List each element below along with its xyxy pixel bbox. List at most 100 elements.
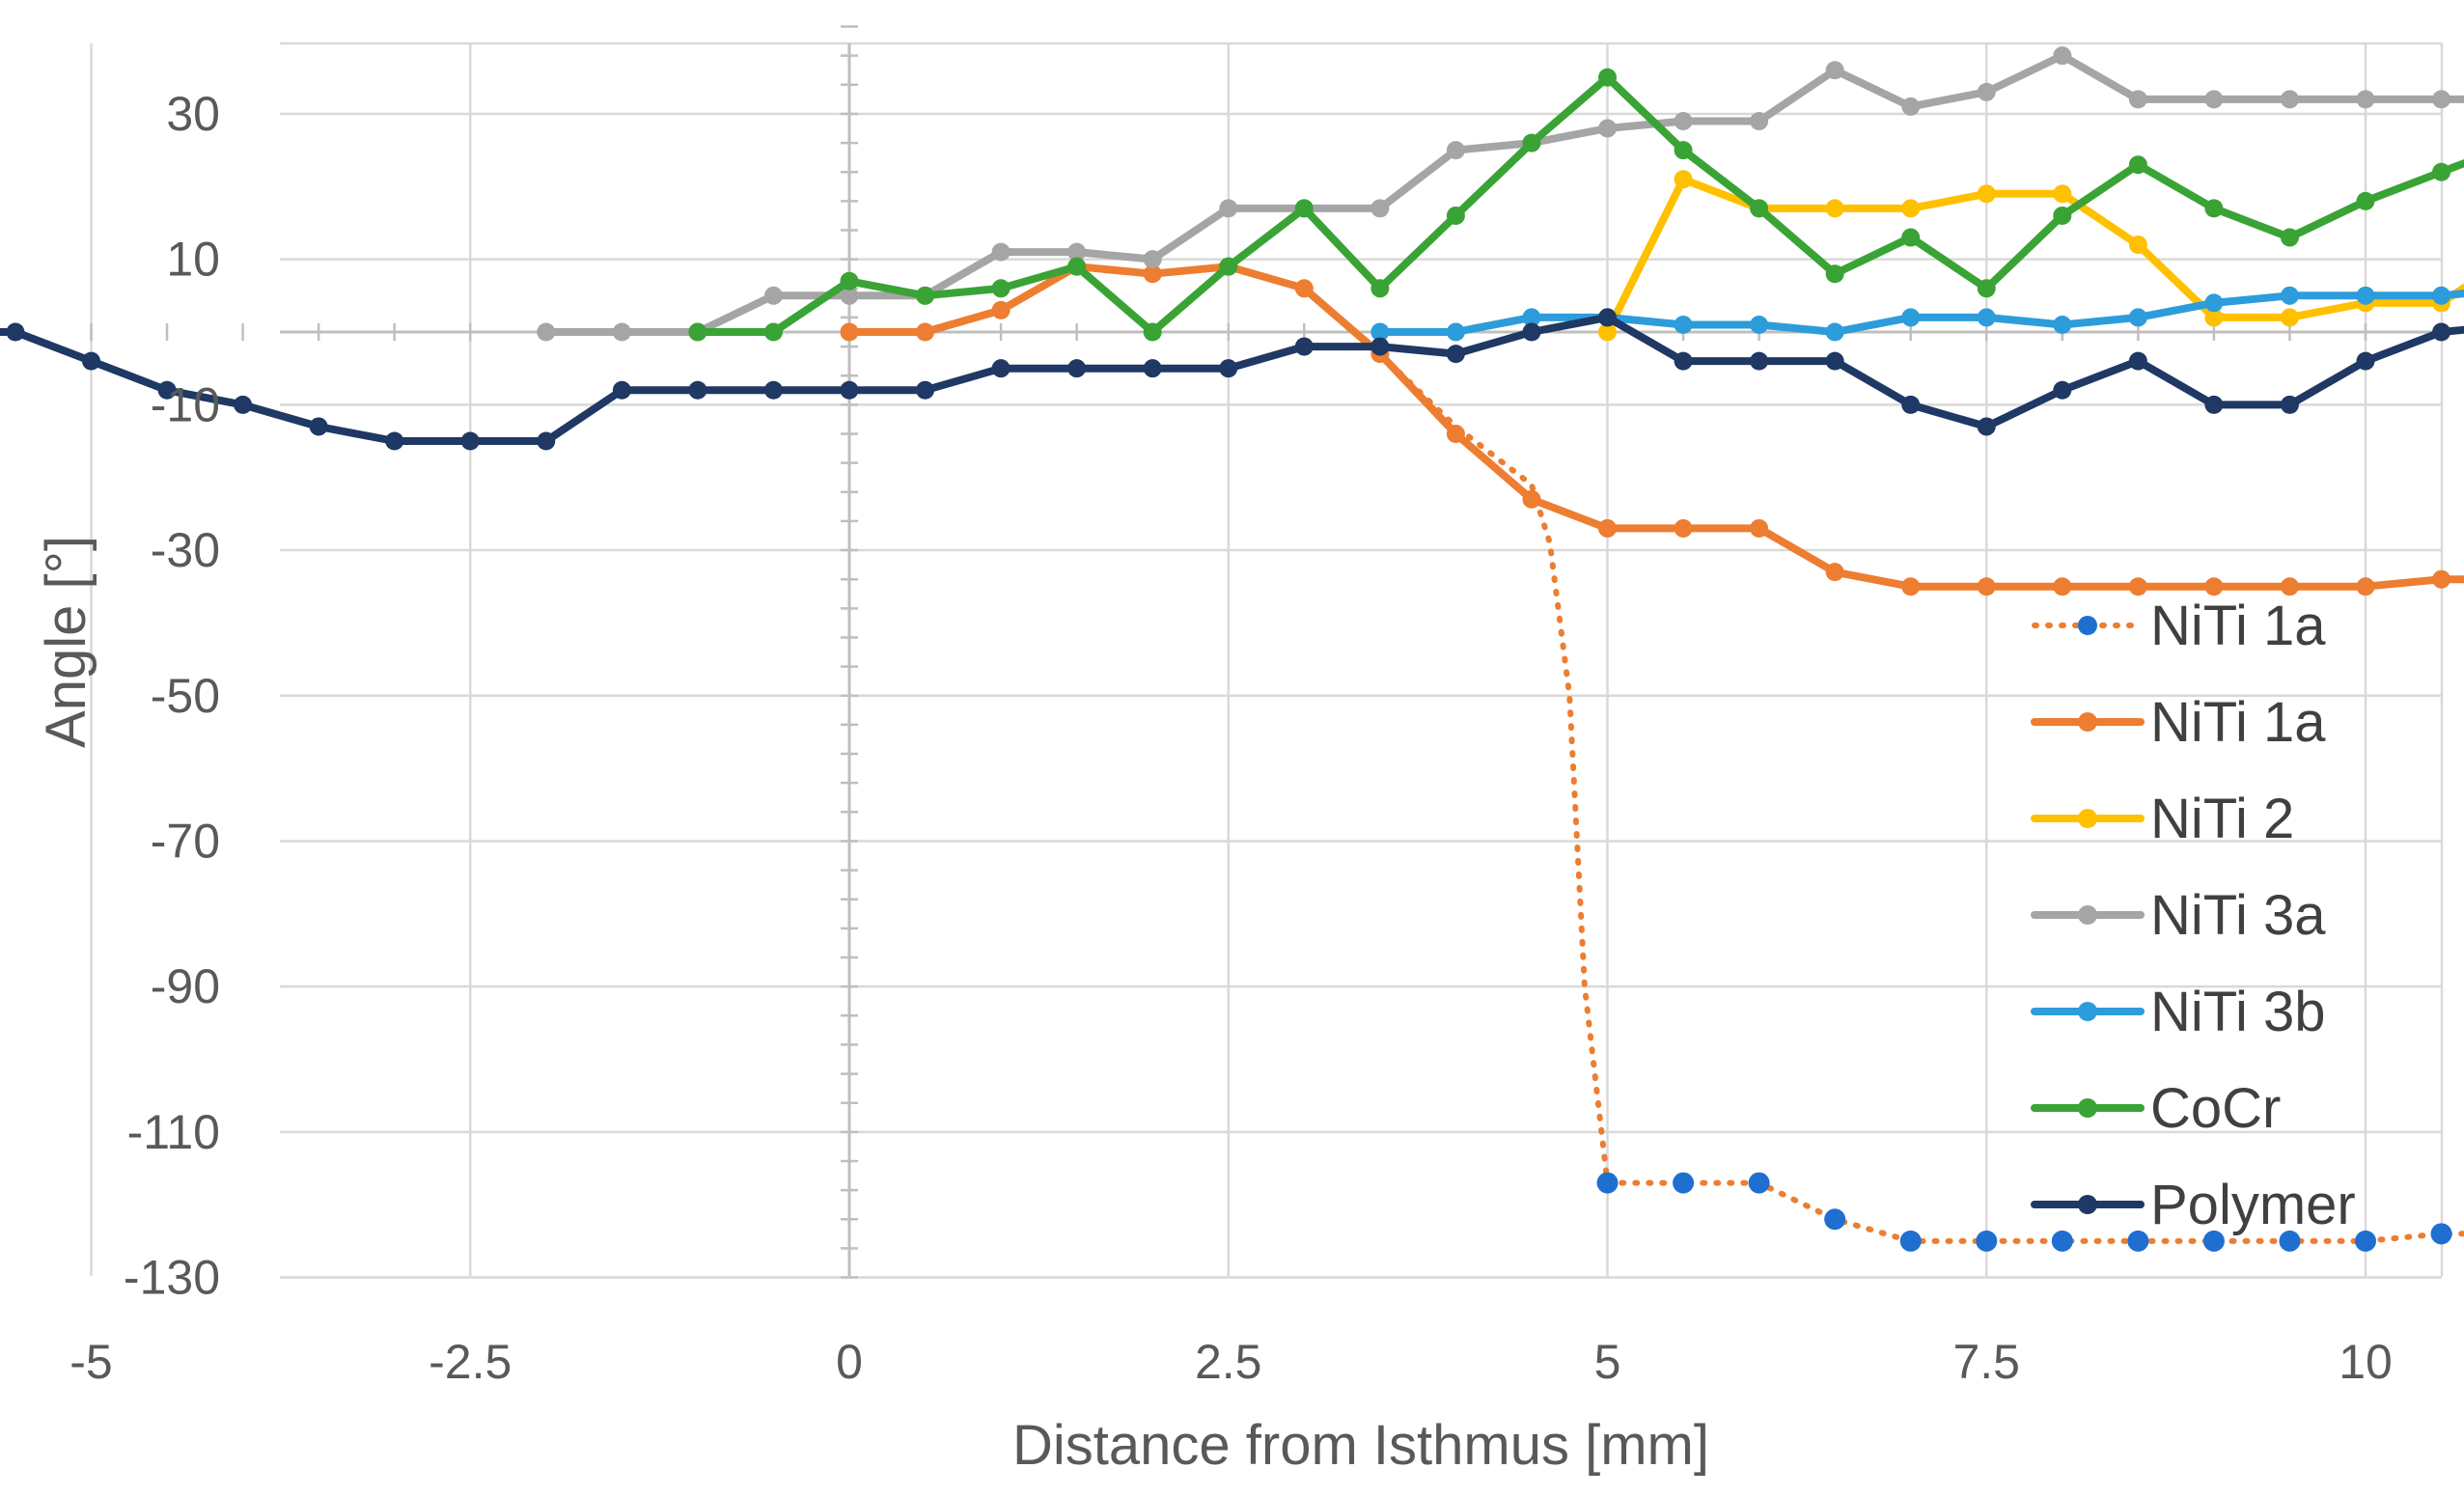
data-point (537, 431, 556, 451)
data-point (2280, 90, 2299, 109)
data-point (1522, 322, 1541, 342)
data-point (2355, 1230, 2376, 1252)
data-point (1143, 250, 1162, 269)
data-point (1825, 351, 1844, 371)
x-tick-label: -2.5 (429, 1335, 512, 1389)
y-axis-title: Angle [°] (35, 536, 97, 748)
data-point (2356, 90, 2375, 109)
y-tick-label: -90 (151, 959, 220, 1013)
data-point (840, 286, 859, 305)
data-point (1825, 61, 1844, 80)
data-point (1596, 1172, 1619, 1194)
data-point (1750, 518, 1769, 538)
data-point (1446, 141, 1465, 160)
data-point (234, 395, 253, 414)
data-point (2432, 90, 2451, 109)
data-point (1825, 322, 1844, 342)
legend-marker (2078, 616, 2097, 635)
legend-item: NiTi 3b (2031, 981, 2326, 1043)
legend-item: NiTi 3a (2031, 884, 2326, 947)
data-point (2053, 380, 2072, 400)
data-point (1598, 119, 1617, 138)
data-point (2051, 1230, 2073, 1252)
legend: NiTi 1a NiTi 1a NiTi 2 NiTi 3a NiTi 3b CoCr Po… (2031, 595, 2356, 1236)
series-layer (0, 46, 2464, 1252)
data-point (1598, 518, 1617, 538)
data-point (1977, 82, 1996, 101)
data-point (2204, 395, 2224, 414)
legend-item: Polymer (2031, 1174, 2356, 1236)
data-point (1901, 199, 1921, 218)
data-point (1825, 563, 1844, 582)
data-point (1446, 322, 1465, 342)
y-tick-label: 10 (166, 233, 220, 287)
series-cocr-solid (688, 68, 2464, 342)
y-tick-label: -130 (124, 1251, 220, 1305)
legend-marker (2078, 809, 2097, 828)
series-polymer-solid (0, 308, 2464, 451)
data-point (2053, 577, 2072, 596)
data-point (763, 286, 783, 305)
data-point (1674, 170, 1693, 189)
legend-label: NiTi 1a (2150, 691, 2326, 754)
data-point (2356, 351, 2375, 371)
data-point (763, 380, 783, 400)
legend-item: CoCr (2031, 1077, 2281, 1140)
data-point (1976, 1230, 1998, 1252)
data-point (1674, 351, 1693, 371)
data-point (385, 431, 404, 451)
data-point (840, 322, 859, 342)
legend-marker (2078, 712, 2097, 732)
data-point (1977, 308, 1996, 327)
data-point (1067, 359, 1087, 378)
data-point (2432, 162, 2451, 181)
data-point (1977, 279, 1996, 298)
legend-label: NiTi 1a (2150, 595, 2326, 657)
data-point (460, 431, 480, 451)
series-niti-1a-solid (840, 257, 2464, 596)
data-point (2128, 308, 2147, 327)
x-tick-label: -5 (69, 1335, 112, 1389)
data-point (916, 286, 935, 305)
data-point (1901, 308, 1921, 327)
data-point (2053, 315, 2072, 334)
x-tick-label: 5 (1594, 1335, 1621, 1389)
gridlines (90, 42, 2444, 1279)
data-point (612, 380, 631, 400)
data-point (1748, 1172, 1770, 1194)
legend-marker (2078, 905, 2097, 925)
data-point (1067, 242, 1087, 262)
series-line (1375, 290, 2464, 336)
legend-marker (2078, 1098, 2097, 1118)
data-point (916, 322, 935, 342)
data-point (1673, 1172, 1695, 1194)
data-point (1977, 184, 1996, 204)
data-point (2356, 286, 2375, 305)
data-point (991, 242, 1011, 262)
data-point (1522, 308, 1541, 327)
data-point (1522, 133, 1541, 152)
series-niti-1a-dotted (1376, 350, 2464, 1252)
data-point (2280, 395, 2299, 414)
data-point (309, 417, 328, 436)
data-point (1901, 97, 1921, 116)
data-point (1294, 279, 1314, 298)
y-tick-label: -70 (151, 814, 220, 868)
data-point (1370, 199, 1390, 218)
data-point (1825, 264, 1844, 284)
series-line (693, 73, 2464, 336)
data-point (2280, 308, 2299, 327)
data-point (2279, 1230, 2301, 1252)
data-point (82, 351, 100, 371)
data-point (1598, 68, 1617, 87)
x-tick-label: 0 (836, 1335, 863, 1389)
data-point (840, 271, 859, 291)
y-tick-label: -30 (151, 523, 220, 577)
data-point (1143, 264, 1162, 284)
data-point (2356, 191, 2375, 210)
data-point (1674, 518, 1693, 538)
data-point (1825, 199, 1844, 218)
data-point (688, 322, 707, 342)
